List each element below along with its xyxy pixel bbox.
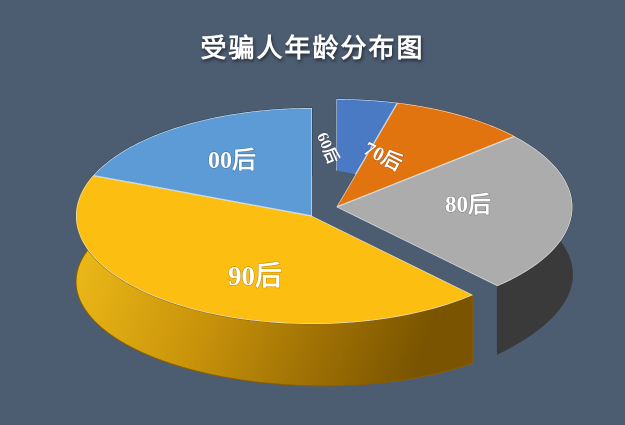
- svg-text:90后: 90后: [228, 261, 282, 291]
- svg-text:80后: 80后: [445, 192, 491, 217]
- svg-text:00后: 00后: [208, 147, 256, 174]
